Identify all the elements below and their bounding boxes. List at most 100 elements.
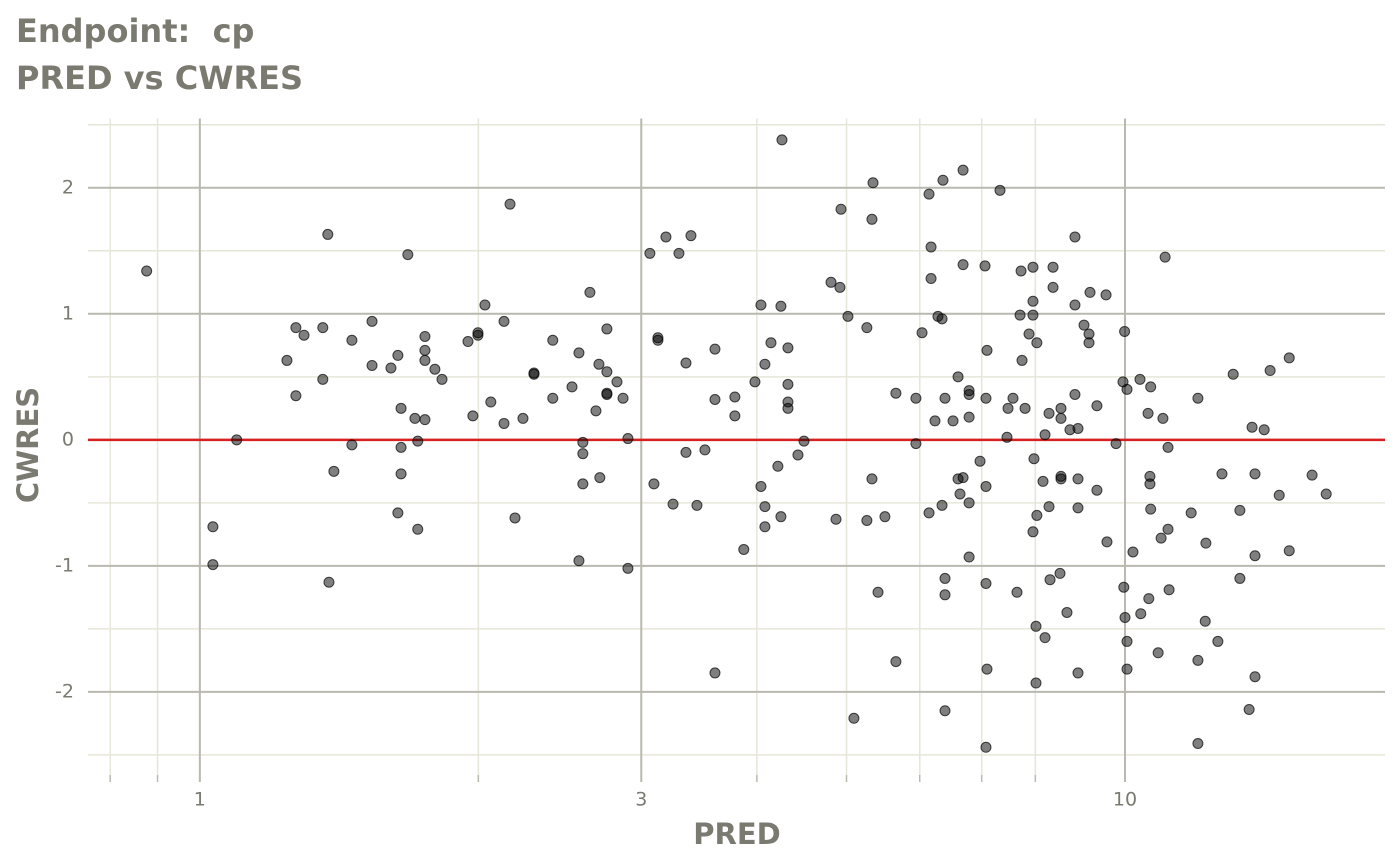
point <box>1185 507 1197 519</box>
point <box>957 259 969 271</box>
point <box>323 576 335 588</box>
point <box>842 310 854 322</box>
point <box>1028 453 1040 465</box>
point <box>954 488 966 500</box>
point <box>775 511 787 523</box>
point <box>1162 523 1174 535</box>
point <box>1121 663 1133 675</box>
point <box>861 514 873 526</box>
point <box>395 441 407 453</box>
point <box>755 299 767 311</box>
point <box>1144 478 1156 490</box>
point <box>1192 654 1204 666</box>
point <box>409 412 421 424</box>
point <box>419 330 431 342</box>
point <box>573 555 585 567</box>
point <box>593 358 605 370</box>
point <box>346 334 358 346</box>
point <box>346 439 358 451</box>
point <box>412 435 424 447</box>
point <box>994 184 1006 196</box>
x-tick-label: 3 <box>635 789 647 811</box>
point <box>729 410 741 422</box>
point <box>872 586 884 598</box>
point <box>1283 545 1295 557</box>
point <box>910 392 922 404</box>
point <box>1142 407 1154 419</box>
point <box>419 354 431 366</box>
point <box>1047 261 1059 273</box>
point <box>890 387 902 399</box>
point <box>601 388 613 400</box>
point <box>709 343 721 355</box>
point <box>385 362 397 374</box>
point <box>957 472 969 484</box>
point <box>528 368 540 380</box>
point <box>709 667 721 679</box>
point <box>963 497 975 509</box>
point <box>974 455 986 467</box>
point <box>1069 388 1081 400</box>
point <box>1055 412 1067 424</box>
point <box>1100 289 1112 301</box>
point <box>775 300 787 312</box>
point <box>848 712 860 724</box>
point <box>936 499 948 511</box>
point <box>395 468 407 480</box>
point <box>1155 532 1167 544</box>
point <box>699 444 711 456</box>
point <box>317 373 329 385</box>
point <box>1027 261 1039 273</box>
point <box>1157 412 1169 424</box>
chart-title: Endpoint: cp <box>16 12 254 50</box>
point <box>867 177 879 189</box>
point <box>1134 373 1146 385</box>
point <box>1227 368 1239 380</box>
point <box>1320 488 1332 500</box>
point <box>1143 593 1155 605</box>
point <box>1084 286 1096 298</box>
point <box>680 357 692 369</box>
point <box>772 460 784 472</box>
point <box>1118 581 1130 593</box>
point <box>963 411 975 423</box>
point <box>573 347 585 359</box>
point <box>890 656 902 668</box>
point <box>957 164 969 176</box>
point <box>1078 319 1090 331</box>
point <box>1061 606 1073 618</box>
point <box>1072 473 1084 485</box>
point <box>317 322 329 334</box>
point <box>1027 309 1039 321</box>
point <box>1091 484 1103 496</box>
point <box>685 230 697 242</box>
point <box>1072 422 1084 434</box>
point <box>594 472 606 484</box>
point <box>1039 632 1051 644</box>
point <box>395 402 407 414</box>
point <box>1200 537 1212 549</box>
point <box>947 415 959 427</box>
x-axis-title: PRED <box>693 817 780 851</box>
point <box>617 392 629 404</box>
point <box>979 260 991 272</box>
point <box>1162 441 1174 453</box>
point <box>755 480 767 492</box>
point <box>547 392 559 404</box>
point <box>1002 402 1014 414</box>
point <box>281 354 293 366</box>
point <box>1121 635 1133 647</box>
point <box>1110 438 1122 450</box>
point <box>1039 429 1051 441</box>
point <box>1072 667 1084 679</box>
point <box>667 498 679 510</box>
point <box>1027 526 1039 538</box>
point <box>322 228 334 240</box>
point <box>1044 574 1056 586</box>
point <box>1145 381 1157 393</box>
point <box>577 436 589 448</box>
point <box>939 589 951 601</box>
point <box>1121 383 1133 395</box>
point <box>1234 504 1246 516</box>
point <box>1249 550 1261 562</box>
